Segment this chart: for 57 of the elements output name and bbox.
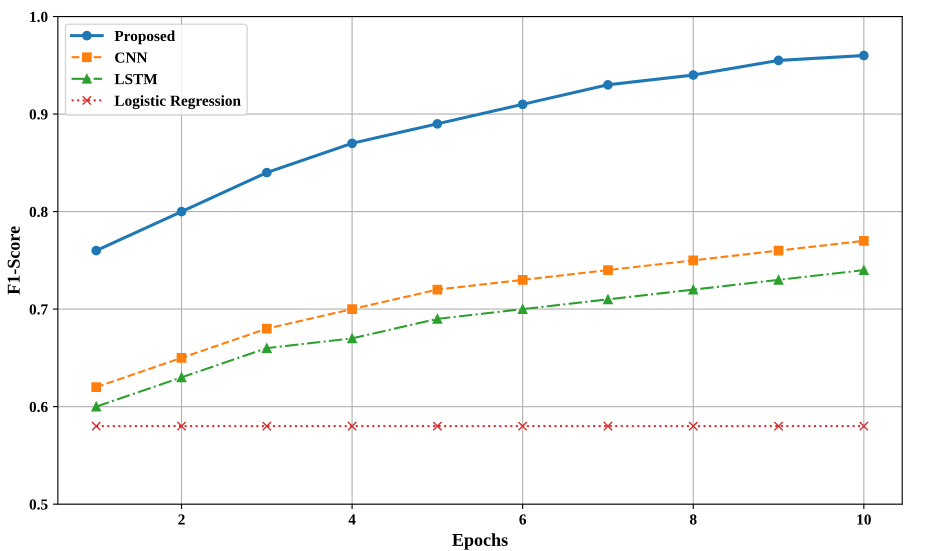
point bbox=[774, 421, 784, 432]
point bbox=[774, 274, 784, 285]
y-tick-label: 0.9 bbox=[30, 109, 48, 120]
point bbox=[262, 168, 272, 178]
point bbox=[518, 99, 528, 110]
point bbox=[347, 334, 357, 344]
y-tick-label: 0.5 bbox=[30, 499, 48, 510]
point bbox=[858, 421, 869, 432]
x-tick-label: 2 bbox=[178, 514, 185, 524]
y-tick-label: 0.7 bbox=[30, 304, 48, 315]
point bbox=[688, 70, 698, 80]
y-tick-label: 0.8 bbox=[30, 206, 48, 218]
point bbox=[858, 265, 869, 275]
point bbox=[688, 421, 698, 432]
point bbox=[262, 324, 272, 334]
legend-label: Proposed bbox=[114, 30, 176, 44]
point bbox=[603, 421, 613, 432]
point bbox=[518, 421, 528, 432]
x-axis-title: Epochs bbox=[452, 533, 508, 550]
legend-label: CNN bbox=[115, 52, 148, 63]
point bbox=[518, 304, 528, 314]
x-tick-label: 8 bbox=[690, 514, 697, 525]
point bbox=[432, 314, 442, 324]
y-tick-label: 0.6 bbox=[30, 402, 48, 412]
y-tick-label: 1.0 bbox=[30, 12, 48, 22]
point bbox=[91, 246, 102, 256]
point bbox=[176, 206, 186, 216]
point bbox=[432, 118, 442, 129]
legend-label: Logistic Regression bbox=[114, 95, 241, 110]
point bbox=[858, 236, 869, 246]
point bbox=[774, 56, 784, 66]
x-tick-label: 4 bbox=[348, 514, 356, 524]
point bbox=[688, 284, 698, 294]
legend-label: LSTM bbox=[114, 74, 158, 84]
point bbox=[176, 353, 186, 363]
point bbox=[432, 284, 442, 294]
point bbox=[688, 255, 698, 266]
x-tick-label: 6 bbox=[519, 514, 526, 525]
point bbox=[91, 382, 102, 392]
point bbox=[347, 421, 357, 432]
point bbox=[91, 421, 102, 432]
point bbox=[347, 138, 357, 148]
point bbox=[262, 343, 272, 353]
point bbox=[347, 304, 357, 314]
point bbox=[858, 50, 869, 60]
point bbox=[91, 402, 102, 412]
point bbox=[262, 421, 272, 432]
point bbox=[774, 246, 784, 256]
point bbox=[176, 421, 186, 432]
point bbox=[176, 372, 186, 382]
point bbox=[603, 80, 613, 90]
point bbox=[432, 421, 442, 432]
point bbox=[603, 265, 613, 275]
y-axis-title: F1-Score bbox=[8, 226, 20, 294]
point bbox=[518, 274, 528, 285]
x-tick-label: 10 bbox=[857, 514, 871, 525]
point bbox=[603, 294, 613, 304]
